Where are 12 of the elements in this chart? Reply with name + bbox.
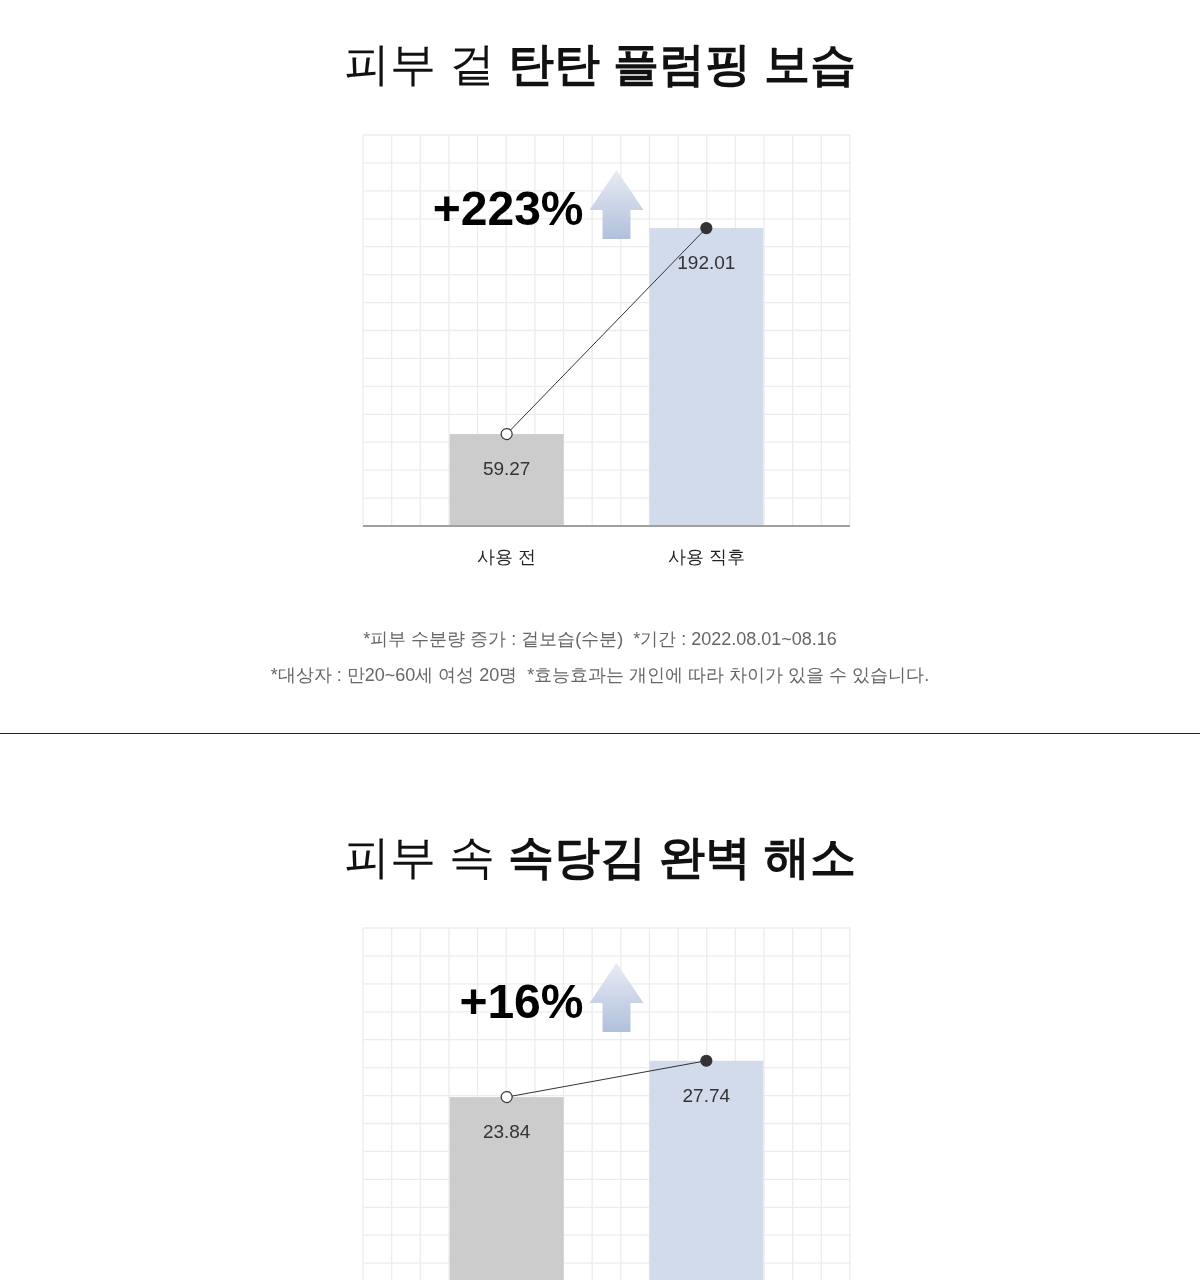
x-tick-label: 사용 직후 bbox=[667, 547, 745, 567]
data-label: 23.84 bbox=[482, 1121, 531, 1143]
chart-title: 피부 속 속당김 완벽 해소 bbox=[344, 831, 856, 883]
x-tick-label: 사용 전 bbox=[477, 547, 537, 567]
data-label: 192.01 bbox=[677, 252, 736, 274]
data-label: 27.74 bbox=[682, 1084, 731, 1106]
chart-title: 피부 겉 탄탄 플럼핑 보습 bbox=[344, 38, 856, 90]
text: *피부 수분량 증가 : 겉보습(수분) *기간 : 2022.08.01~08.16 bbox=[363, 629, 837, 649]
data-label: 59.27 bbox=[482, 458, 531, 480]
annotation: +223% bbox=[432, 182, 584, 235]
text: *대상자 : 만20~60세 여성 20명 *효능효과는 개인에 따라 차이가 있을 수 있습니다. bbox=[270, 665, 930, 685]
annotation: +16% bbox=[459, 975, 584, 1028]
